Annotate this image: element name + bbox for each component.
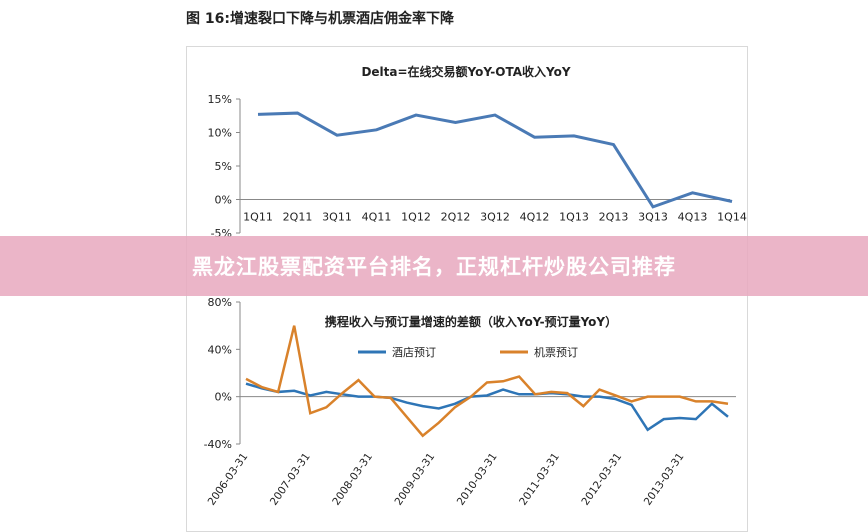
chart-2-y-tick-label: -40% <box>204 438 232 451</box>
chart-2-x-tick-label: 2012-03-31 <box>579 451 624 508</box>
chart-2-legend: 酒店预订 机票预订 <box>358 345 578 359</box>
chart-1-x-tick-label: 4Q11 <box>362 211 392 224</box>
chart-1-x-tick-label: 1Q13 <box>559 211 589 224</box>
chart-2-y-tick-label: 40% <box>208 343 232 356</box>
chart-1-x-ticks: 1Q11 2Q11 3Q11 4Q11 1Q12 2Q12 3Q12 4Q12 1Q13 2Q13… <box>243 211 747 224</box>
chart-2-x-tick-label: 2008-03-31 <box>330 451 375 508</box>
chart-1-x-tick-label: 2Q11 <box>283 211 313 224</box>
chart-1-y-ticks: 15%10%5%0%-5% <box>208 93 240 240</box>
chart-2-series-air-line <box>245 325 729 438</box>
chart-1-x-tick-label: 3Q13 <box>638 211 668 224</box>
chart-2-title: 携程收入与预订量增速的差额（收入YoY-预订量YoY） <box>325 314 617 329</box>
chart-1-y-tick-label: 0% <box>215 194 232 207</box>
overlay-banner: 黑龙江股票配资平台排名，正规杠杆炒股公司推荐 <box>0 236 868 296</box>
chart-2-x-tick-label: 2006-03-31 <box>206 451 251 508</box>
figure-caption: 图 16:增速裂口下降与机票酒店佣金率下降 <box>186 11 454 27</box>
chart-1-y-tick-label: 10% <box>208 127 232 140</box>
chart-2-y-tick-label: 80% <box>208 296 232 309</box>
chart-1-x-tick-label: 1Q12 <box>401 211 431 224</box>
chart-2-y-ticks: 80% 40% 0% -40% <box>204 296 240 451</box>
chart-1-x-tick-label: 1Q14 <box>717 211 747 224</box>
banner-text: 黑龙江股票配资平台排名，正规杠杆炒股公司推荐 <box>192 255 676 279</box>
chart-1: Delta=在线交易额YoY-OTA收入YoY 15%10%5%0%-5% 1Q… <box>208 64 747 240</box>
chart-1-x-tick-label: 1Q11 <box>243 211 273 224</box>
chart-1-x-tick-label: 3Q11 <box>322 211 352 224</box>
chart-2-x-tick-label: 2010-03-31 <box>455 451 500 508</box>
chart-2: 携程收入与预订量增速的差额（收入YoY-预订量YoY） 80% 40% 0% -40%… <box>204 296 736 508</box>
chart-2-x-tick-label: 2013-03-31 <box>642 451 687 508</box>
chart-2-x-tick-label: 2007-03-31 <box>268 451 313 508</box>
chart-2-series-hotel-line <box>245 382 729 432</box>
chart-1-y-tick-label: 5% <box>215 160 232 173</box>
chart-1-x-tick-label: 2Q12 <box>441 211 471 224</box>
chart-1-x-tick-label: 4Q13 <box>678 211 708 224</box>
chart-1-x-tick-label: 4Q12 <box>520 211 550 224</box>
chart-1-x-tick-label: 2Q13 <box>599 211 629 224</box>
chart-1-y-tick-label: 15% <box>208 93 232 106</box>
chart-1-title: Delta=在线交易额YoY-OTA收入YoY <box>361 64 570 79</box>
chart-1-series-line <box>257 111 733 209</box>
chart-1-x-tick-label: 3Q12 <box>480 211 510 224</box>
chart-2-x-ticks: 2006-03-31 2007-03-31 2008-03-31 2009-03-31… <box>206 451 687 508</box>
chart-2-legend-label: 酒店预订 <box>392 345 436 359</box>
chart-2-x-tick-label: 2009-03-31 <box>393 451 438 508</box>
chart-2-y-tick-label: 0% <box>215 391 232 404</box>
chart-2-legend-label: 机票预订 <box>534 345 578 359</box>
chart-2-x-tick-label: 2011-03-31 <box>517 451 562 508</box>
